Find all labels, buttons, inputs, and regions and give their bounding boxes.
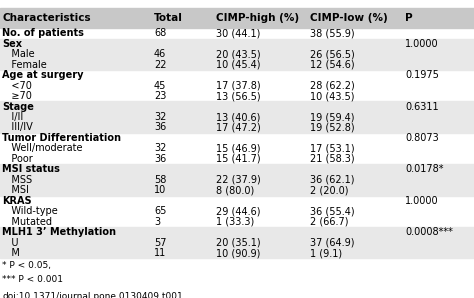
- Text: * P < 0.05,: * P < 0.05,: [2, 261, 51, 271]
- Text: 36 (62.1): 36 (62.1): [310, 175, 355, 185]
- Text: <70: <70: [2, 81, 32, 91]
- Text: 57: 57: [154, 238, 166, 248]
- Text: 15 (41.7): 15 (41.7): [216, 154, 260, 164]
- Text: doi:10.1371/journal.pone.0130409.t001: doi:10.1371/journal.pone.0130409.t001: [2, 292, 183, 298]
- Text: 1.0000: 1.0000: [405, 39, 439, 49]
- Text: U: U: [2, 238, 19, 248]
- Text: 32: 32: [154, 112, 166, 122]
- Text: Female: Female: [2, 60, 47, 70]
- Bar: [0, 122, 474, 133]
- Text: Poor: Poor: [2, 154, 33, 164]
- Text: 10 (43.5): 10 (43.5): [310, 91, 355, 101]
- Text: 11: 11: [154, 248, 166, 258]
- Text: 10 (90.9): 10 (90.9): [216, 248, 260, 258]
- Text: 29 (44.6): 29 (44.6): [216, 206, 260, 216]
- Text: Stage: Stage: [2, 102, 34, 111]
- Text: Mutated: Mutated: [2, 217, 52, 227]
- Text: Wild-type: Wild-type: [2, 206, 58, 216]
- Text: 0.8073: 0.8073: [405, 133, 439, 143]
- Text: 17 (53.1): 17 (53.1): [310, 143, 355, 153]
- Text: P: P: [405, 13, 413, 23]
- Text: 36: 36: [154, 154, 166, 164]
- Text: Age at surgery: Age at surgery: [2, 70, 84, 80]
- Text: Tumor Differentiation: Tumor Differentiation: [2, 133, 121, 143]
- Text: Total: Total: [154, 13, 183, 23]
- Text: 2 (66.7): 2 (66.7): [310, 217, 349, 227]
- Text: 20 (43.5): 20 (43.5): [216, 49, 260, 59]
- Text: 13 (40.6): 13 (40.6): [216, 112, 260, 122]
- Text: 65: 65: [154, 206, 166, 216]
- Text: Well/moderate: Well/moderate: [2, 143, 83, 153]
- Bar: [0, 112, 474, 122]
- Text: Characteristics: Characteristics: [2, 13, 91, 23]
- Text: 28 (62.2): 28 (62.2): [310, 81, 355, 91]
- Bar: [0, 164, 474, 175]
- Text: 36 (55.4): 36 (55.4): [310, 206, 355, 216]
- Text: 10 (45.4): 10 (45.4): [216, 60, 260, 70]
- Bar: [0, 38, 474, 49]
- Bar: [0, 49, 474, 60]
- Text: Male: Male: [2, 49, 35, 59]
- Text: 32: 32: [154, 143, 166, 153]
- Text: 12 (54.6): 12 (54.6): [310, 60, 355, 70]
- Text: 19 (59.4): 19 (59.4): [310, 112, 355, 122]
- Text: 68: 68: [154, 28, 166, 38]
- Text: 17 (37.8): 17 (37.8): [216, 81, 260, 91]
- Text: III/IV: III/IV: [2, 122, 33, 133]
- Text: CIMP-high (%): CIMP-high (%): [216, 13, 299, 23]
- Text: 1 (33.3): 1 (33.3): [216, 217, 254, 227]
- Text: 22 (37.9): 22 (37.9): [216, 175, 260, 185]
- Text: MSI: MSI: [2, 185, 29, 195]
- Text: 30 (44.1): 30 (44.1): [216, 28, 260, 38]
- Text: MSS: MSS: [2, 175, 33, 185]
- Text: 20 (35.1): 20 (35.1): [216, 238, 260, 248]
- Text: *** P < 0.001: *** P < 0.001: [2, 275, 64, 284]
- Text: 23: 23: [154, 91, 166, 101]
- Text: 0.0008***: 0.0008***: [405, 227, 453, 237]
- Text: 0.1975: 0.1975: [405, 70, 439, 80]
- Text: 26 (56.5): 26 (56.5): [310, 49, 355, 59]
- Text: 13 (56.5): 13 (56.5): [216, 91, 260, 101]
- Bar: [0, 8, 474, 28]
- Text: CIMP-low (%): CIMP-low (%): [310, 13, 388, 23]
- Text: MLH1 3’ Methylation: MLH1 3’ Methylation: [2, 227, 117, 237]
- Bar: [0, 185, 474, 195]
- Text: M: M: [2, 248, 20, 258]
- Text: Sex: Sex: [2, 39, 22, 49]
- Bar: [0, 60, 474, 70]
- Text: 3: 3: [154, 217, 160, 227]
- Text: 17 (47.2): 17 (47.2): [216, 122, 260, 133]
- Text: 36: 36: [154, 122, 166, 133]
- Text: 8 (80.0): 8 (80.0): [216, 185, 254, 195]
- Text: 37 (64.9): 37 (64.9): [310, 238, 355, 248]
- Text: 1.0000: 1.0000: [405, 196, 439, 206]
- Text: 0.0178*: 0.0178*: [405, 164, 444, 174]
- Text: 45: 45: [154, 81, 166, 91]
- Text: 10: 10: [154, 185, 166, 195]
- Text: 38 (55.9): 38 (55.9): [310, 28, 355, 38]
- Bar: [0, 238, 474, 248]
- Text: MSI status: MSI status: [2, 164, 60, 174]
- Text: 46: 46: [154, 49, 166, 59]
- Text: I/II: I/II: [2, 112, 24, 122]
- Text: ≥70: ≥70: [2, 91, 32, 101]
- Bar: [0, 227, 474, 238]
- Bar: [0, 101, 474, 112]
- Text: 1 (9.1): 1 (9.1): [310, 248, 343, 258]
- Text: KRAS: KRAS: [2, 196, 32, 206]
- Text: 21 (58.3): 21 (58.3): [310, 154, 355, 164]
- Text: 15 (46.9): 15 (46.9): [216, 143, 260, 153]
- Text: 22: 22: [154, 60, 166, 70]
- Bar: [0, 248, 474, 258]
- Text: 0.6311: 0.6311: [405, 102, 439, 111]
- Text: 19 (52.8): 19 (52.8): [310, 122, 355, 133]
- Text: 2 (20.0): 2 (20.0): [310, 185, 349, 195]
- Text: No. of patients: No. of patients: [2, 28, 84, 38]
- Text: 58: 58: [154, 175, 166, 185]
- Bar: [0, 175, 474, 185]
